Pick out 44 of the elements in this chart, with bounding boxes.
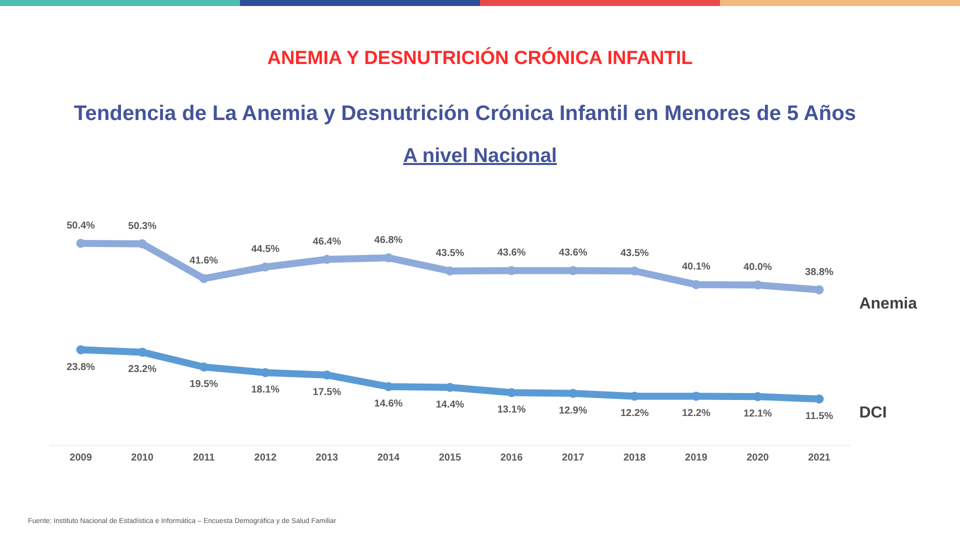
x-tick-label: 2009 xyxy=(70,452,92,464)
x-tick-label: 2016 xyxy=(500,452,524,464)
text: Anemia xyxy=(859,295,918,312)
text: DCI xyxy=(859,404,887,422)
data-label: 19.5% xyxy=(190,379,218,390)
data-label: 41.6% xyxy=(190,256,218,267)
text: ANEMIA Y DESNUTRICIÓN CRÓNICA INFANTIL xyxy=(266,48,694,70)
x-tick-label: 2019 xyxy=(685,452,708,464)
data-label: 38.8% xyxy=(805,266,834,278)
x-tick-label: 2014 xyxy=(377,452,400,464)
data-label: 50.3% xyxy=(128,220,157,232)
data-label: 46.4% xyxy=(312,236,342,248)
x-tick-label: 2010 xyxy=(131,452,154,464)
data-label: 13.1% xyxy=(497,404,526,416)
data-label: 12.2% xyxy=(682,408,710,420)
data-label: 23.8% xyxy=(66,362,96,373)
data-label: 44.5% xyxy=(251,244,280,255)
data-label: 11.5% xyxy=(805,411,834,422)
data-label: 43.6% xyxy=(558,248,588,259)
chart-title: Tendencia de La Anemia y Desnutrición Crónica Infantil en Menores de 5 Años xyxy=(72,102,858,126)
data-label: 18.1% xyxy=(251,384,280,396)
data-label: 12.1% xyxy=(744,408,772,420)
data-label: 43.5% xyxy=(620,248,649,259)
data-label: 40.1% xyxy=(682,262,710,273)
x-tick-label: 2013 xyxy=(316,452,338,464)
x-tick-label: 2015 xyxy=(438,452,462,464)
data-label: 14.4% xyxy=(436,399,464,410)
data-label: 43.6% xyxy=(497,248,526,259)
data-label: 46.8% xyxy=(374,234,403,246)
data-label: 12.9% xyxy=(558,405,588,416)
data-label: 17.5% xyxy=(312,387,342,398)
data-label: 43.5% xyxy=(436,248,464,259)
data-label: 23.2% xyxy=(128,364,157,376)
x-tick-label: 2018 xyxy=(623,452,646,464)
x-tick-label: 2012 xyxy=(254,452,277,464)
x-tick-label: 2017 xyxy=(562,452,585,464)
x-tick-label: 2021 xyxy=(808,452,831,464)
data-label: 12.2% xyxy=(620,408,649,420)
x-tick-label: 2020 xyxy=(746,452,770,464)
data-label: 14.6% xyxy=(374,398,403,410)
chart-subtitle: A nivel Nacional xyxy=(402,145,558,168)
x-tick-label: 2011 xyxy=(192,452,216,464)
data-label: 40.0% xyxy=(744,262,772,273)
data-label: 50.4% xyxy=(66,220,96,232)
